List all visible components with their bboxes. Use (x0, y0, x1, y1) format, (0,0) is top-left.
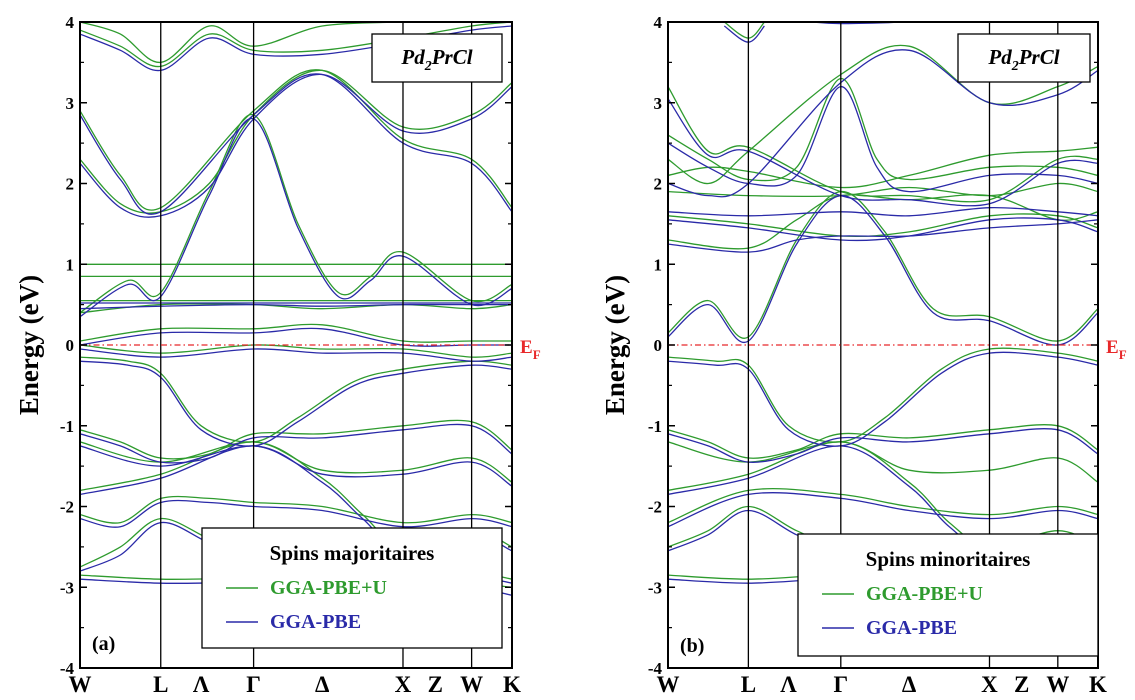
gga-pbe-band-line (668, 194, 1098, 346)
y-tick-label: 1 (66, 255, 75, 274)
legend-title: Spins minoritaires (866, 547, 1031, 571)
gga-pbe-band-line (80, 360, 512, 447)
legend-box (797, 533, 1099, 657)
kpoint-label: Γ (246, 672, 261, 697)
gga-pbe-band-line (668, 85, 1098, 193)
gga-pbe-band-line (668, 428, 1098, 463)
y-tick-label: 0 (654, 336, 663, 355)
y-tick-label: -2 (648, 498, 662, 517)
legend-title: Spins majoritaires (270, 541, 435, 565)
gga-pbe-band-line (80, 348, 512, 362)
gga-pbe-band-line (80, 118, 512, 318)
kpoint-label: W (1046, 672, 1069, 697)
gga-pbe-u-band-line (80, 356, 512, 443)
y-tick-label: 4 (66, 13, 75, 32)
gga-pbe-u-band-line (80, 495, 512, 524)
gga-pbe-u-band-line (80, 69, 512, 214)
kpoint-label: W (460, 672, 483, 697)
gga-pbe-u-band-line (80, 323, 512, 343)
kpoint-label: Λ (193, 672, 210, 697)
kpoint-label: Γ (833, 672, 848, 697)
gga-pbe-band-line (668, 49, 1098, 198)
kpoint-label: Z (1014, 672, 1029, 697)
gga-pbe-u-band-line (80, 69, 512, 211)
kpoint-label: X (981, 672, 998, 697)
y-tick-label: -4 (648, 659, 663, 678)
kpoint-label: Z (428, 672, 443, 697)
gga-pbe-u-band-line (80, 441, 512, 483)
gga-pbe-u-band-line (668, 44, 1098, 185)
gga-pbe-u-band-line (668, 190, 1098, 342)
chart-title: Pd2PrCl (400, 45, 472, 74)
kpoint-label: L (153, 672, 168, 697)
gga-pbe-u-band-line (80, 419, 512, 460)
y-tick-label: 0 (66, 336, 75, 355)
y-axis-label: Energy (eV) (14, 275, 44, 415)
kpoint-label: K (503, 672, 521, 697)
chart-title: Pd2PrCl (987, 45, 1059, 74)
gga-pbe-band-line (80, 445, 512, 487)
y-tick-label: -1 (60, 417, 74, 436)
y-tick-label: 2 (66, 175, 75, 194)
gga-pbe-u-band-line (668, 441, 1098, 483)
fermi-label: EF (1106, 337, 1127, 362)
kpoint-label: X (395, 672, 412, 697)
legend-entry: GGA-PBE+U (866, 583, 983, 605)
panel-label: (b) (680, 635, 704, 657)
y-tick-label: -3 (60, 578, 74, 597)
legend-entry: GGA-PBE (866, 617, 957, 639)
y-tick-label: -1 (648, 417, 662, 436)
legend-entry: GGA-PBE (270, 611, 361, 633)
y-tick-label: 1 (654, 255, 663, 274)
gga-pbe-u-band-line (668, 77, 1098, 182)
gga-pbe-band-line (668, 351, 1098, 447)
gga-pbe-u-band-line (668, 86, 1098, 203)
y-tick-label: 2 (654, 175, 663, 194)
bands (80, 22, 512, 596)
y-axis-label: Energy (eV) (600, 275, 630, 415)
y-tick-label: -2 (60, 498, 74, 517)
gga-pbe-band-line (723, 25, 765, 43)
legend-entry: GGA-PBE+U (270, 577, 387, 599)
gga-pbe-u-band-line (668, 347, 1098, 443)
gga-pbe-band-line (80, 499, 512, 528)
panel-label: (a) (92, 633, 115, 655)
kpoint-label: K (1089, 672, 1107, 697)
gga-pbe-u-band-line (80, 22, 404, 64)
gga-pbe-band-line (80, 73, 512, 218)
kpoint-label: Δ (315, 672, 330, 697)
kpoint-label: Λ (780, 672, 797, 697)
kpoint-label: Δ (902, 672, 917, 697)
title-box (957, 33, 1091, 83)
kpoint-label: W (657, 672, 680, 697)
kpoint-label: L (741, 672, 756, 697)
gga-pbe-u-band-line (80, 22, 512, 68)
kpoint-label: W (69, 672, 92, 697)
gga-pbe-u-band-line (668, 424, 1098, 459)
title-box (371, 33, 503, 83)
gga-pbe-u-band-line (723, 22, 765, 39)
gga-pbe-u-band-line (668, 146, 1098, 189)
y-tick-label: -4 (60, 659, 75, 678)
gga-pbe-band-line (80, 73, 512, 215)
y-tick-label: -3 (648, 578, 662, 597)
fermi-label: EF (520, 337, 541, 362)
bands (668, 22, 1098, 592)
y-tick-label: 3 (66, 94, 75, 113)
gga-pbe-band-line (668, 98, 1098, 207)
gga-pbe-u-band-line (80, 114, 512, 314)
y-tick-label: 3 (654, 94, 663, 113)
y-tick-label: 4 (654, 13, 663, 32)
gga-pbe-band-line (80, 423, 512, 464)
gga-pbe-band-line (668, 219, 1098, 253)
